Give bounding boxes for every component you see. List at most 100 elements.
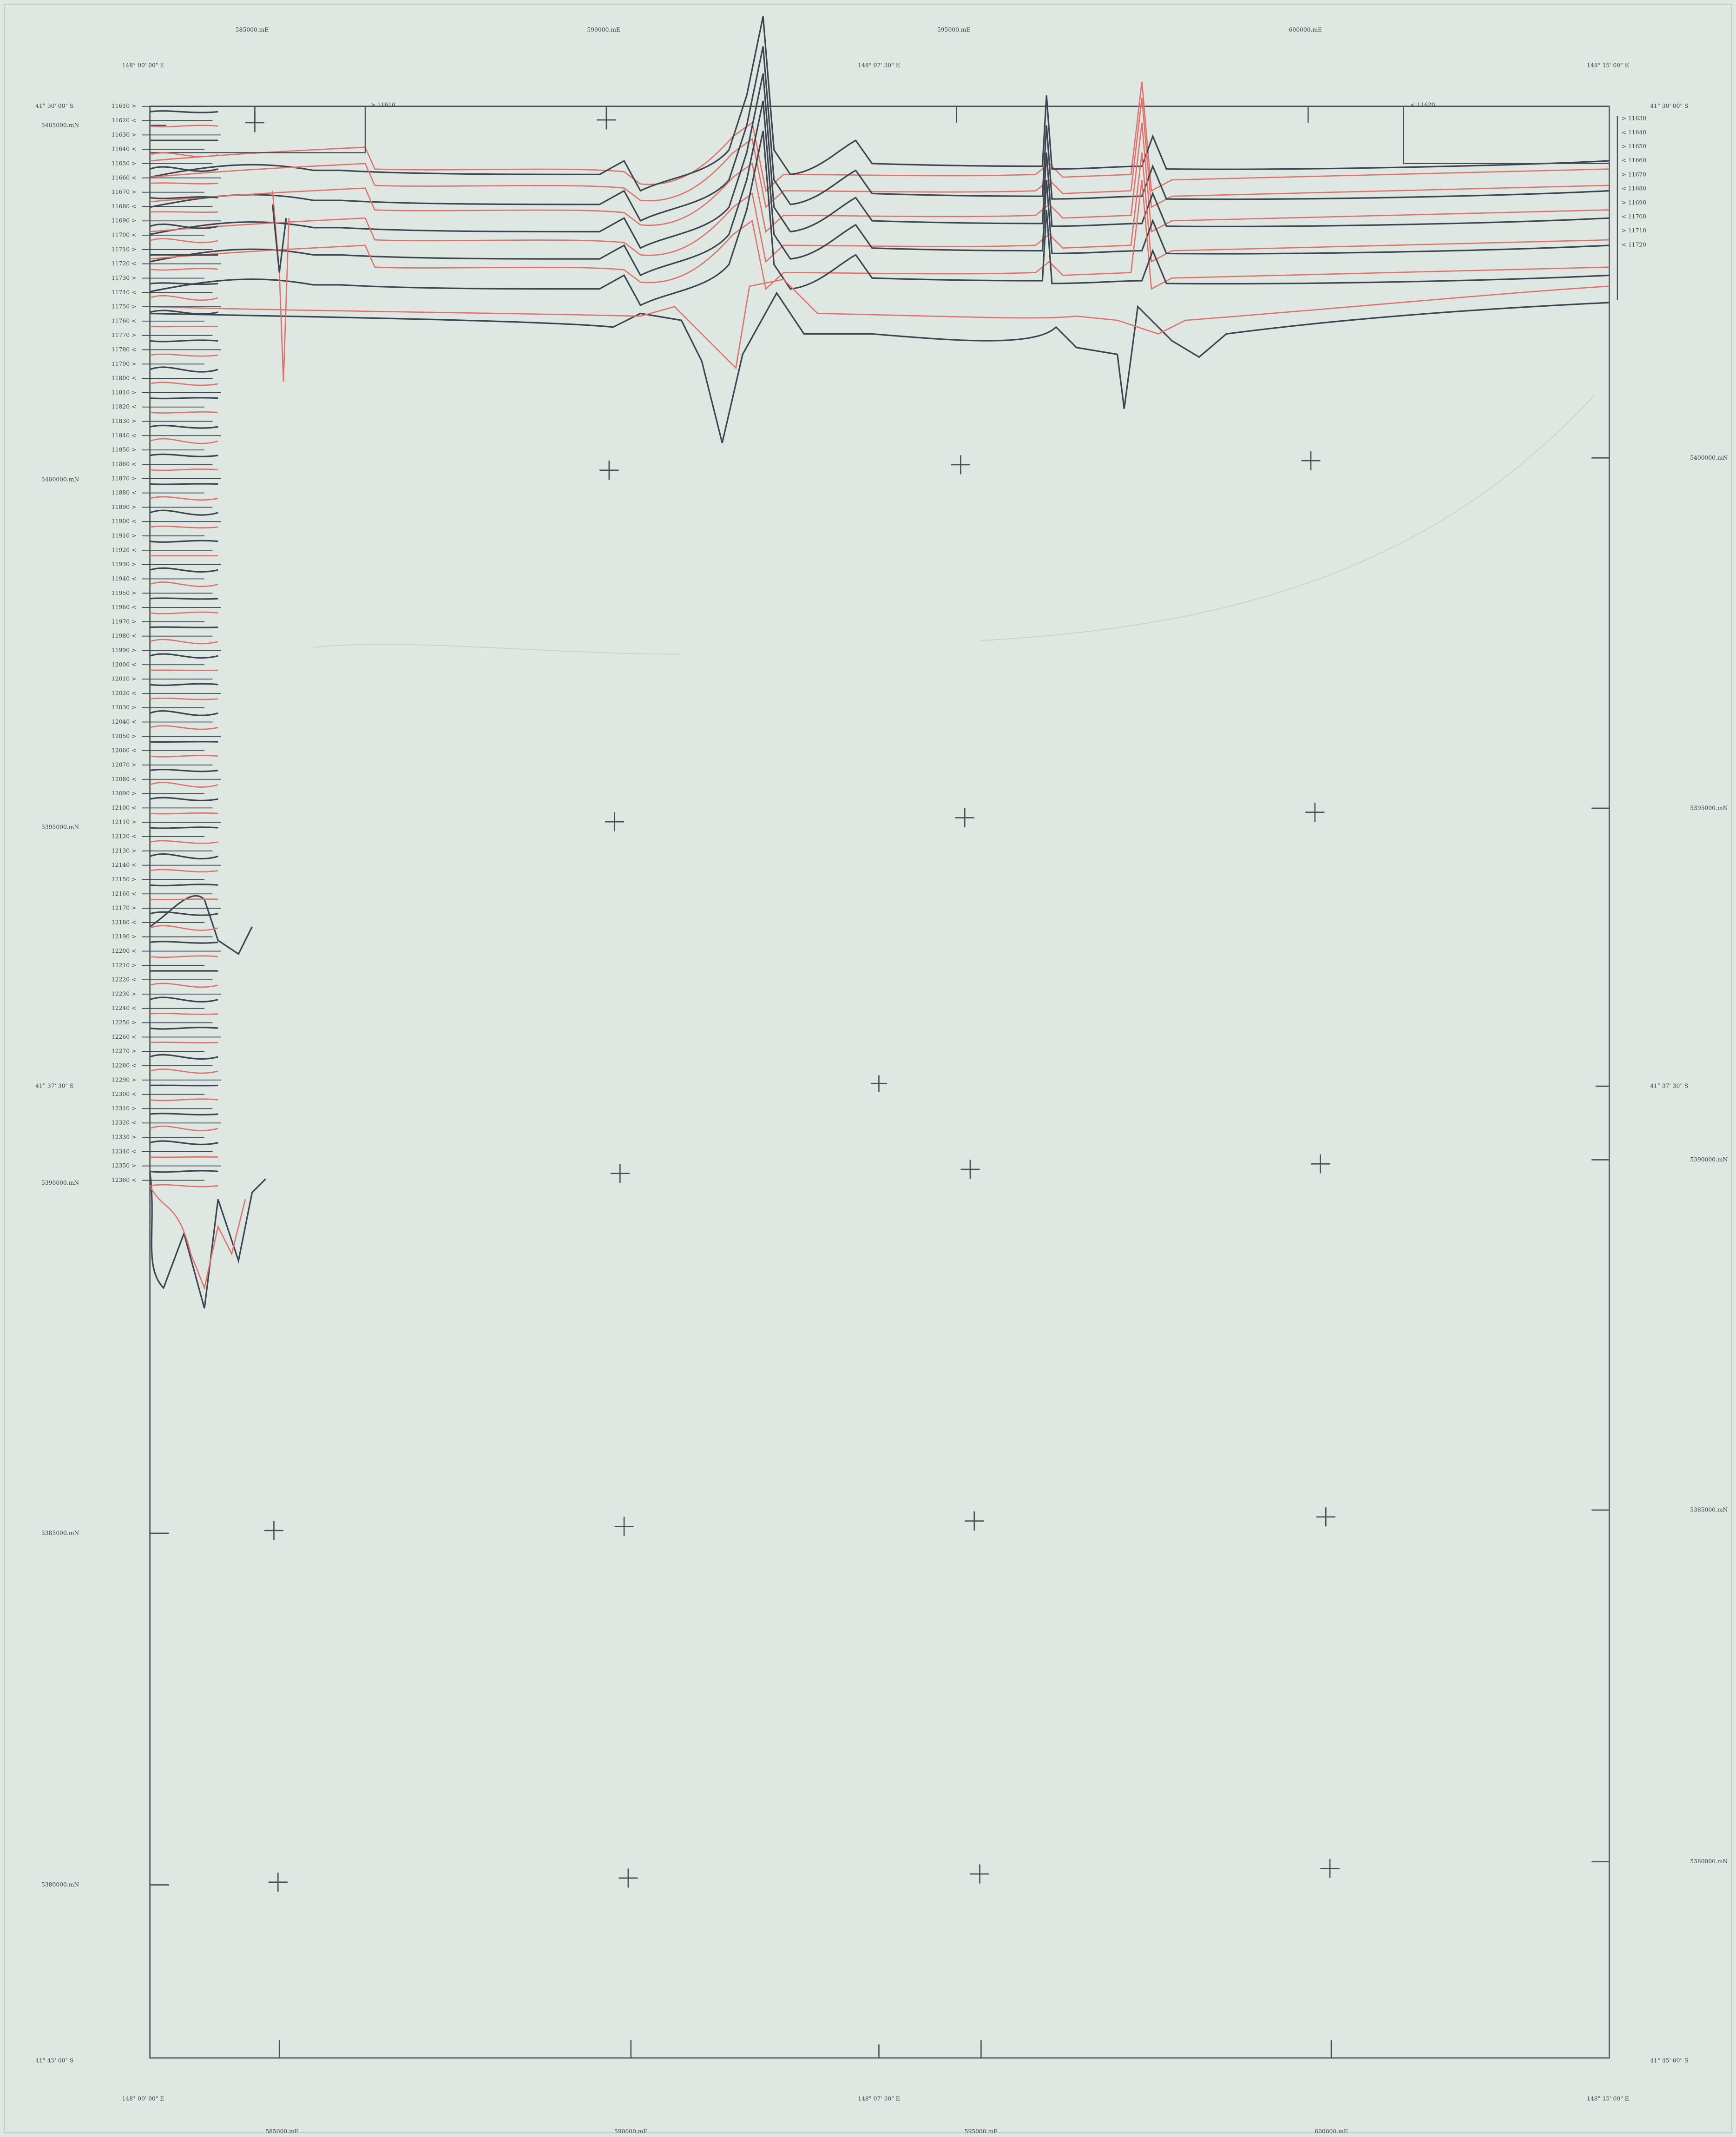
northing-label: 5400000.mN [41, 476, 79, 483]
flight-line-label: 11610 > [112, 103, 136, 109]
profile-trace [150, 238, 218, 244]
flight-line-label: 11640 < [112, 146, 136, 152]
flight-line-label: 12100 < [112, 805, 136, 811]
flight-line-label: 11850 > [112, 447, 136, 453]
profile-trace [150, 1084, 218, 1087]
northing-label: 5385000.mN [1690, 1507, 1728, 1513]
profile-trace [150, 955, 218, 958]
profile-trace [150, 869, 218, 873]
flight-line-label: 12360 < [112, 1177, 136, 1183]
flight-line-label: 11860 < [112, 461, 136, 467]
flight-line-label: 12340 < [112, 1148, 136, 1154]
flight-line-label: 11970 > [112, 618, 136, 625]
profile-trace [150, 278, 1610, 369]
flight-line-label: < 11720 [1622, 241, 1646, 248]
flight-line-label: 11620 < [112, 117, 136, 124]
profile-trace [150, 567, 218, 573]
flight-line-label: 12280 < [112, 1062, 136, 1068]
edge-tick [150, 106, 1610, 2058]
northing-label: 5405000.mN [41, 122, 79, 128]
profile-trace [150, 339, 218, 343]
profile-trace [150, 853, 218, 860]
flight-line-label: 11990 > [112, 647, 136, 653]
profile-trace [150, 884, 218, 887]
flight-line-label: 12070 > [112, 761, 136, 768]
profile-trace [150, 453, 218, 457]
flight-line-label: > 11670 [1622, 171, 1646, 178]
profile-trace [150, 1054, 218, 1060]
latitude-label: 41° 45' 00" S [1650, 2057, 1688, 2064]
profile-trace [150, 223, 218, 230]
profile-trace [150, 983, 218, 988]
flight-line-label: 11820 < [112, 403, 136, 410]
easting-label: 585000.mE [265, 2128, 299, 2135]
profile-trace [150, 611, 218, 614]
profile-trace [150, 1184, 218, 1187]
flight-line-label: 12220 < [112, 976, 136, 983]
profile-trace [150, 911, 218, 916]
flight-line-label: 11980 < [112, 633, 136, 639]
flight-line-label: 11930 > [112, 561, 136, 567]
flight-line-label: 12170 > [112, 905, 136, 911]
flight-line-label: 12300 < [112, 1091, 136, 1097]
profile-trace [150, 769, 218, 772]
profile-trace [150, 509, 218, 516]
flight-line-label: 11700 < [112, 232, 136, 238]
flight-line-label: 12130 > [112, 847, 136, 854]
profile-trace [150, 755, 218, 758]
flight-line-label: 11800 < [112, 375, 136, 382]
northing-label: 5395000.mN [41, 824, 79, 830]
flight-line-label: 11900 < [112, 518, 136, 525]
easting-label: 590000.mE [587, 26, 620, 33]
profile-trace [150, 353, 218, 357]
profile-trace [150, 468, 218, 471]
flight-line-label: 12200 < [112, 948, 136, 954]
northing-label: 5400000.mN [1690, 455, 1728, 461]
profile-trace [150, 840, 218, 844]
flight-line-label: 11960 < [112, 604, 136, 611]
flight-line-label: 12140 < [112, 862, 136, 868]
flight-line-label: 12160 < [112, 890, 136, 897]
flight-line-label: < 11620 [1410, 101, 1435, 108]
flight-line-label: 11890 > [112, 504, 136, 510]
flight-line-label: 12210 > [112, 962, 136, 969]
flight-line-label: 11650 > [112, 160, 136, 166]
northing-label: 5390000.mN [1690, 1156, 1728, 1163]
fold-crease [313, 395, 1595, 655]
profile-trace [150, 797, 218, 802]
line-bracket [150, 106, 1618, 300]
easting-label: 590000.mE [614, 2128, 648, 2135]
profile-trace [150, 996, 218, 1003]
northing-label: 5385000.mN [41, 1530, 79, 1536]
map-frame [149, 106, 1610, 2059]
profile-trace [150, 424, 218, 429]
flight-line-label: 11780 < [112, 346, 136, 353]
flight-line-label: 12260 < [112, 1034, 136, 1040]
flight-line-label: 11730 > [112, 275, 136, 281]
flight-line-label: > 11650 [1622, 143, 1646, 150]
flight-line-label: 11760 < [112, 317, 136, 324]
easting-label: 600000.mE [1315, 2128, 1348, 2135]
profile-trace [150, 525, 218, 528]
latitude-label: 41° 45' 00" S [35, 2057, 73, 2064]
flight-line-label: 12110 > [112, 819, 136, 825]
flight-line-label: > 11690 [1622, 199, 1646, 206]
profile-trace [150, 310, 218, 315]
easting-label: 595000.mE [937, 26, 971, 33]
profile-trace [150, 1140, 218, 1146]
flight-line-label: 12020 < [112, 690, 136, 696]
longitude-label: 148° 07' 30" E [858, 2095, 900, 2102]
profile-trace [150, 1113, 218, 1116]
easting-label: 585000.mE [236, 26, 269, 33]
flight-line-label: 11670 > [112, 189, 136, 195]
longitude-label: 148° 00' 00" E [122, 2095, 164, 2102]
profile-trace [150, 540, 218, 543]
profile-trace [149, 1185, 246, 1290]
profile-trace [150, 941, 218, 944]
flight-line-label: < 11680 [1622, 185, 1646, 192]
flight-line-label: 12080 < [112, 776, 136, 782]
profile-trace [150, 1026, 218, 1030]
flight-line-label: 11840 < [112, 432, 136, 439]
profile-trace [150, 1125, 218, 1132]
